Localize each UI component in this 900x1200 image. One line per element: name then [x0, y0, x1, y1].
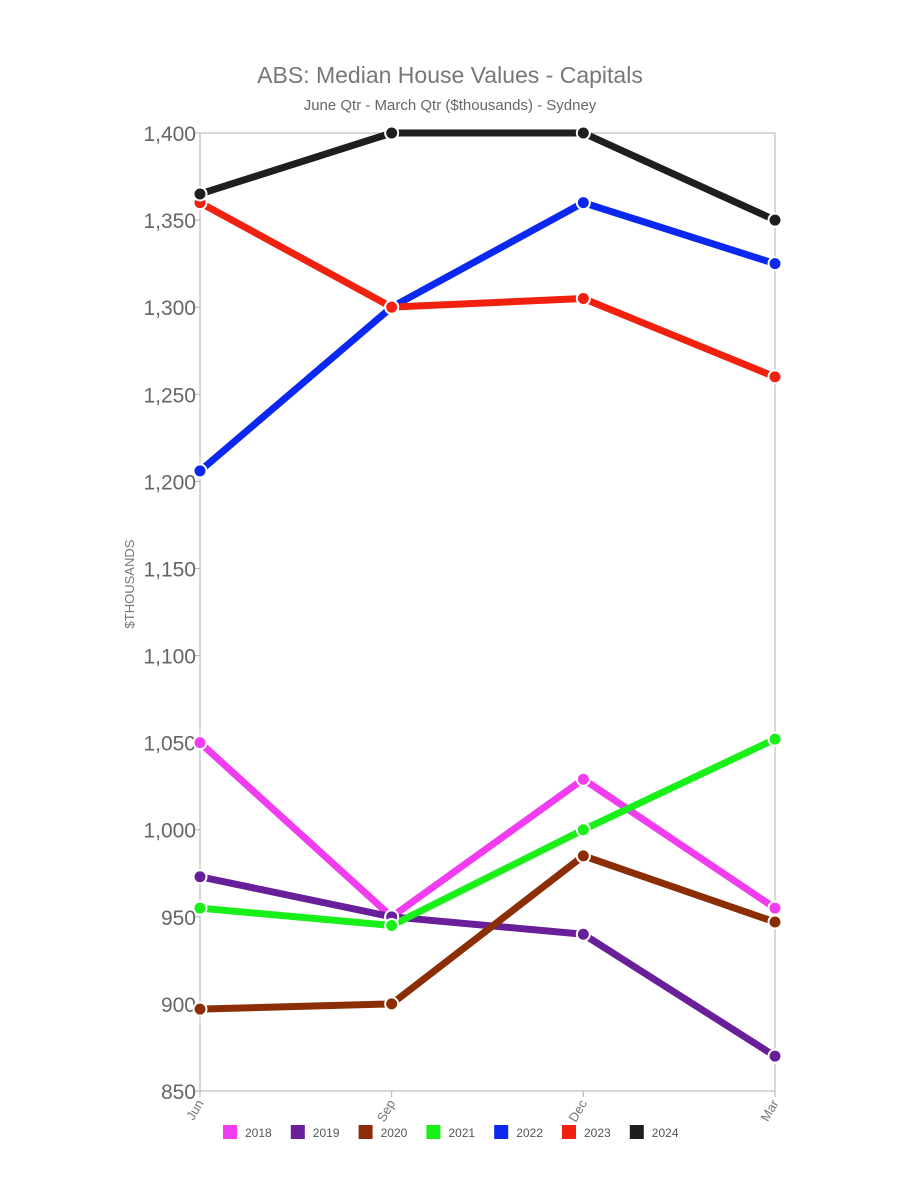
- data-point-2023: [767, 369, 783, 385]
- legend-label-2024: 2024: [652, 1126, 679, 1140]
- x-tick-label: Mar: [757, 1096, 782, 1123]
- legend-swatch-2020: [358, 1125, 373, 1139]
- data-point-2021: [384, 918, 400, 934]
- series-line-2018: [196, 739, 779, 921]
- y-tick-label: 950: [161, 907, 196, 930]
- series-line-2024: [196, 129, 779, 224]
- data-point-2018: [192, 735, 208, 751]
- data-point-2024: [192, 186, 208, 202]
- legend-swatch-2022: [494, 1125, 509, 1139]
- data-point-2024: [767, 212, 783, 228]
- legend-label-2020: 2020: [381, 1126, 408, 1140]
- data-point-2019: [575, 926, 591, 942]
- y-tick-label: 1,050: [143, 733, 196, 756]
- y-tick-label: 1,100: [143, 646, 196, 669]
- x-tick-label: Sep: [374, 1097, 399, 1125]
- y-tick-label: 1,350: [143, 210, 196, 233]
- chart-subtitle: June Qtr - March Qtr ($thousands) - Sydn…: [303, 97, 597, 114]
- legend-label-2023: 2023: [584, 1126, 611, 1140]
- data-point-2024: [384, 125, 400, 141]
- y-tick-label: 1,000: [143, 820, 196, 843]
- series-line-2020: [196, 852, 779, 1013]
- data-point-2022: [192, 463, 208, 479]
- legend-swatch-2021: [426, 1125, 441, 1139]
- series-line-2023: [196, 199, 779, 381]
- data-point-2020: [767, 914, 783, 930]
- x-tick-label: Dec: [565, 1097, 590, 1125]
- legend-label-2021: 2021: [448, 1126, 475, 1140]
- plot-frame: [199, 132, 776, 1092]
- legend-swatch-2024: [629, 1125, 644, 1139]
- legend-label-2019: 2019: [313, 1126, 340, 1140]
- y-tick-label: 1,150: [143, 558, 196, 581]
- data-point-2020: [384, 996, 400, 1012]
- legend-swatch-2023: [562, 1125, 576, 1139]
- y-tick-label: 1,400: [143, 123, 196, 146]
- y-tick-label: 850: [161, 1081, 196, 1104]
- data-point-2020: [575, 848, 591, 864]
- data-point-2018: [575, 771, 591, 787]
- data-point-2023: [384, 299, 400, 315]
- data-point-2018: [767, 900, 783, 916]
- data-point-2020: [192, 1001, 208, 1017]
- series-line-2022: [196, 199, 779, 475]
- chart-title: ABS: Median House Values - Capitals: [257, 62, 643, 88]
- y-tick-label: 1,200: [143, 471, 196, 494]
- data-point-2019: [192, 869, 208, 885]
- legend-label-2022: 2022: [516, 1126, 543, 1140]
- y-tick-label: 1,250: [143, 384, 196, 407]
- series-line-2019: [196, 873, 779, 1060]
- data-point-2019: [767, 1048, 783, 1064]
- data-point-2021: [192, 900, 208, 916]
- legend-swatch-2018: [223, 1125, 237, 1139]
- data-point-2023: [575, 290, 591, 306]
- data-point-2021: [575, 822, 591, 838]
- data-point-2021: [767, 731, 783, 747]
- legend-label-2018: 2018: [245, 1126, 272, 1140]
- y-tick-label: 1,300: [143, 297, 196, 320]
- series-line-2021: [196, 735, 779, 930]
- data-point-2022: [575, 195, 591, 211]
- y-axis-label: $THOUSANDS: [122, 539, 137, 628]
- data-point-2022: [767, 256, 783, 272]
- y-tick-label: 900: [161, 994, 196, 1017]
- legend-swatch-2019: [290, 1125, 305, 1139]
- data-point-2024: [575, 125, 591, 141]
